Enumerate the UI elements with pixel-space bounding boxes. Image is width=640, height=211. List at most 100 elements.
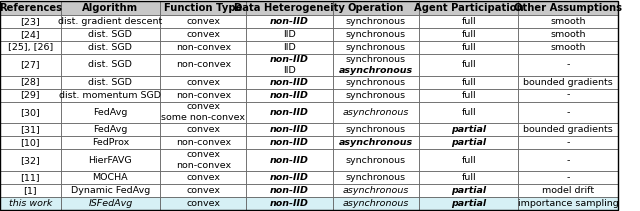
Bar — [246, 136, 333, 149]
Bar — [419, 54, 518, 76]
Bar — [333, 149, 419, 171]
Bar — [333, 197, 419, 210]
Text: convex: convex — [186, 103, 220, 111]
Text: asynchronous: asynchronous — [343, 199, 409, 208]
Bar — [333, 76, 419, 89]
Bar — [246, 197, 333, 210]
Text: [28]: [28] — [20, 78, 40, 87]
Text: non-IID: non-IID — [270, 173, 309, 182]
Text: [23]: [23] — [20, 17, 40, 26]
Text: convex: convex — [186, 125, 220, 134]
Text: bounded gradients: bounded gradients — [523, 78, 613, 87]
Text: synchronous: synchronous — [346, 173, 406, 182]
Text: IID: IID — [284, 30, 296, 39]
Text: [32]: [32] — [20, 156, 40, 165]
Text: some non-convex: some non-convex — [161, 114, 245, 122]
Text: non-convex: non-convex — [175, 60, 231, 69]
Bar — [246, 171, 333, 184]
Text: full: full — [461, 91, 476, 100]
Bar — [0, 171, 61, 184]
Bar — [333, 184, 419, 197]
Bar — [61, 171, 160, 184]
Text: full: full — [461, 60, 476, 69]
Bar — [246, 149, 333, 171]
Text: -: - — [566, 108, 570, 117]
Bar — [0, 54, 61, 76]
Bar — [419, 101, 518, 123]
Bar — [160, 15, 246, 28]
Text: asynchronous: asynchronous — [339, 138, 413, 147]
Bar — [160, 76, 246, 89]
Bar — [246, 101, 333, 123]
Text: -: - — [566, 173, 570, 182]
Bar — [333, 101, 419, 123]
Text: Agent Participation: Agent Participation — [414, 3, 524, 13]
Text: dist. SGD: dist. SGD — [88, 30, 132, 39]
Text: non-IID: non-IID — [270, 138, 309, 147]
Text: synchronous: synchronous — [346, 43, 406, 52]
Bar — [518, 197, 618, 210]
Bar — [61, 89, 160, 101]
Text: Function Type: Function Type — [164, 3, 243, 13]
Bar — [246, 184, 333, 197]
Text: synchronous: synchronous — [346, 55, 406, 64]
Text: importance sampling: importance sampling — [518, 199, 618, 208]
Text: non-convex: non-convex — [175, 43, 231, 52]
Bar — [333, 54, 419, 76]
Text: non-IID: non-IID — [270, 156, 309, 165]
Text: synchronous: synchronous — [346, 125, 406, 134]
Bar — [0, 136, 61, 149]
Text: non-convex: non-convex — [175, 91, 231, 100]
Text: FedAvg: FedAvg — [93, 108, 127, 117]
Bar — [0, 76, 61, 89]
Text: asynchronous: asynchronous — [343, 186, 409, 195]
Bar — [419, 15, 518, 28]
Bar — [246, 76, 333, 89]
Text: Dynamic FedAvg: Dynamic FedAvg — [71, 186, 150, 195]
Text: convex: convex — [186, 17, 220, 26]
Text: References: References — [0, 3, 62, 13]
Bar — [160, 41, 246, 54]
Bar — [246, 1, 333, 15]
Bar — [160, 184, 246, 197]
Bar — [518, 149, 618, 171]
Text: [31]: [31] — [20, 125, 40, 134]
Bar — [61, 28, 160, 41]
Text: smooth: smooth — [550, 30, 586, 39]
Text: full: full — [461, 108, 476, 117]
Bar — [0, 123, 61, 136]
Text: convex: convex — [186, 30, 220, 39]
Text: non-IID: non-IID — [270, 199, 309, 208]
Bar — [419, 197, 518, 210]
Text: ISFedAvg: ISFedAvg — [88, 199, 132, 208]
Text: partial: partial — [451, 138, 486, 147]
Bar — [518, 171, 618, 184]
Bar — [0, 101, 61, 123]
Text: synchronous: synchronous — [346, 30, 406, 39]
Bar — [160, 89, 246, 101]
Bar — [333, 89, 419, 101]
Bar — [333, 1, 419, 15]
Text: [30]: [30] — [20, 108, 40, 117]
Text: dist. SGD: dist. SGD — [88, 60, 132, 69]
Bar — [518, 15, 618, 28]
Text: -: - — [566, 138, 570, 147]
Text: synchronous: synchronous — [346, 156, 406, 165]
Text: [25], [26]: [25], [26] — [8, 43, 53, 52]
Text: synchronous: synchronous — [346, 78, 406, 87]
Text: convex: convex — [186, 78, 220, 87]
Text: [10]: [10] — [20, 138, 40, 147]
Text: smooth: smooth — [550, 43, 586, 52]
Bar — [61, 101, 160, 123]
Text: convex: convex — [186, 186, 220, 195]
Bar — [419, 76, 518, 89]
Text: non-IID: non-IID — [270, 91, 309, 100]
Bar — [419, 123, 518, 136]
Bar — [333, 41, 419, 54]
Bar — [246, 89, 333, 101]
Text: full: full — [461, 78, 476, 87]
Text: FedProx: FedProx — [92, 138, 129, 147]
Bar — [0, 15, 61, 28]
Text: partial: partial — [451, 199, 486, 208]
Text: dist. SGD: dist. SGD — [88, 43, 132, 52]
